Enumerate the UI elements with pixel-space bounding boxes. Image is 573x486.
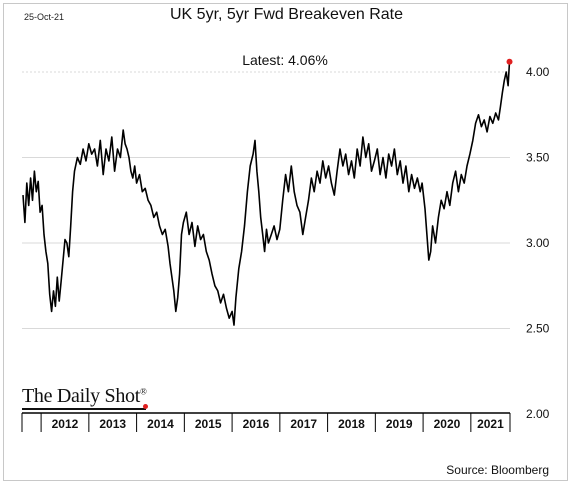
x-tick-label: 2015 <box>195 417 222 431</box>
x-tick-label: 2020 <box>434 417 461 431</box>
latest-value-label: Latest: 4.06% <box>200 52 370 68</box>
x-tick-label: 2019 <box>386 417 413 431</box>
y-tick-label: 2.50 <box>526 322 550 336</box>
date-label: 25-Oct-21 <box>24 12 65 22</box>
y-tick-label: 4.00 <box>526 65 550 79</box>
x-tick-label: 2012 <box>52 417 79 431</box>
x-tick-label: 2018 <box>338 417 365 431</box>
brand-mark: ® <box>140 386 147 397</box>
series-line <box>22 61 511 326</box>
x-tick-label: 2013 <box>99 417 126 431</box>
source-label: Source: Bloomberg <box>446 463 549 477</box>
y-tick-label: 3.50 <box>526 151 550 165</box>
chart-title: UK 5yr, 5yr Fwd Breakeven Rate <box>170 6 403 23</box>
y-tick-label: 2.00 <box>526 407 550 421</box>
brand-dot <box>143 404 148 409</box>
x-tick-label: 2021 <box>477 417 504 431</box>
brand-underline <box>22 408 146 410</box>
y-tick-label: 3.00 <box>526 236 550 250</box>
x-tick-label: 2017 <box>290 417 317 431</box>
brand-name: The Daily Shot <box>22 385 141 407</box>
x-tick-label: 2014 <box>147 417 174 431</box>
x-tick-label: 2016 <box>243 417 270 431</box>
chart-frame <box>3 3 568 481</box>
brand-logo: The Daily Shot® <box>22 385 147 408</box>
latest-marker <box>506 58 513 65</box>
